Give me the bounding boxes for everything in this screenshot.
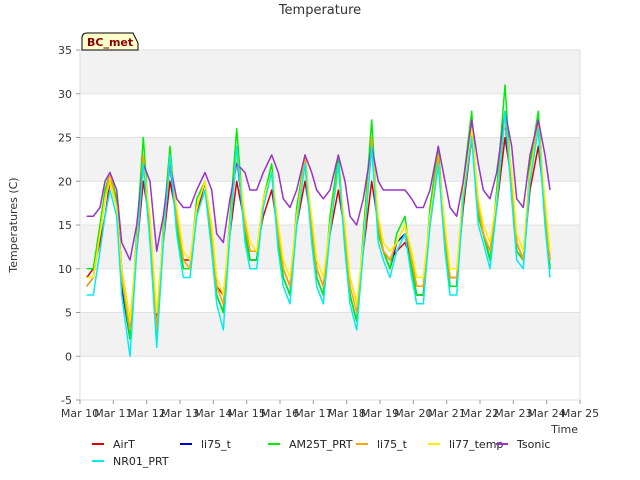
y-tick-label: 5 (65, 307, 72, 320)
y-tick-label: 20 (58, 175, 72, 188)
station-badge-label: BC_met (87, 36, 133, 49)
x-tick-label: Mar 17 (294, 407, 332, 420)
y-tick-label: 35 (58, 44, 72, 57)
y-tick-label: 15 (58, 219, 72, 232)
x-tick-label: Mar 12 (128, 407, 166, 420)
y-tick-label: 25 (58, 132, 72, 145)
legend-label: AM25T_PRT (289, 438, 353, 451)
background-band (80, 312, 580, 357)
background-band (80, 50, 580, 94)
x-tick-label: Mar 18 (328, 407, 366, 420)
background-band (80, 137, 580, 182)
x-tick-label: Mar 25 (561, 407, 599, 420)
legend-label: li77_temp (449, 438, 503, 451)
series-line-tsonic (86, 110, 551, 261)
legend: AirT li75_t AM25T_PRT li75_t li77_temp Tsonic… (92, 438, 550, 468)
chart-title: Temperature (278, 3, 361, 18)
station-badge: BC_met (81, 32, 139, 51)
x-tick-label: Mar 19 (361, 407, 399, 420)
legend-label: li75_t (377, 438, 408, 451)
x-tick-label: Mar 11 (94, 407, 132, 420)
y-tick-label: 10 (58, 263, 72, 276)
x-tick-label: Mar 10 (61, 407, 99, 420)
background-band (80, 356, 580, 400)
legend-label: AirT (113, 438, 135, 451)
series-lines (86, 84, 551, 358)
x-tick-label: Mar 23 (494, 407, 532, 420)
series-line-nr01_prt (86, 110, 551, 358)
x-tick-label: Mar 22 (461, 407, 499, 420)
legend-label: li75_t (201, 438, 232, 451)
y-tick-label: -5 (61, 394, 72, 407)
legend-label: Tsonic (516, 438, 550, 451)
y-axis-label: Temperatures (C) (7, 177, 20, 273)
x-tick-label: Mar 13 (161, 407, 199, 420)
x-tick-label: Mar 14 (194, 407, 232, 420)
x-tick-label: Mar 15 (228, 407, 266, 420)
y-tick-label: 30 (58, 88, 72, 101)
background-band (80, 268, 580, 313)
x-tick-label: Mar 16 (261, 407, 299, 420)
x-axis-label: Time (550, 423, 578, 436)
x-tick-label: Mar 20 (394, 407, 432, 420)
legend-label: NR01_PRT (113, 455, 169, 468)
background-band (80, 93, 580, 138)
y-tick-label: 0 (65, 350, 72, 363)
x-tick-label: Mar 21 (428, 407, 466, 420)
x-tick-label: Mar 24 (528, 407, 566, 420)
series-line-li77_temp (86, 119, 551, 323)
y-axis-ticks: -5 0 5 10 15 20 25 30 35 (58, 44, 80, 407)
